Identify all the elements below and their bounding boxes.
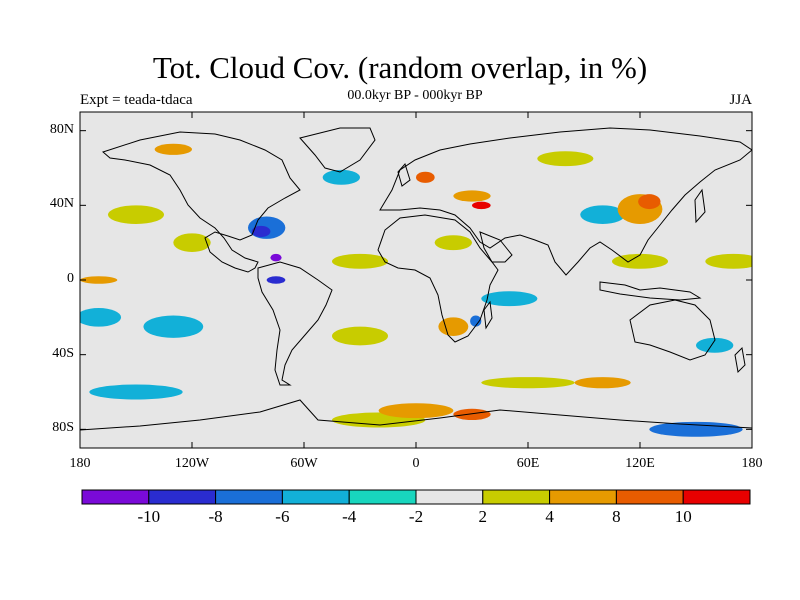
colorbar-swatch bbox=[615, 489, 684, 505]
lat-tick-label: 80S bbox=[52, 420, 74, 436]
anomaly-patch-2 bbox=[89, 384, 183, 400]
coastlines bbox=[80, 127, 752, 431]
lat-tick-label: 80N bbox=[49, 121, 74, 137]
axis-ticks bbox=[79, 112, 753, 448]
colorbar-swatch bbox=[415, 489, 484, 505]
anomaly-patch-1 bbox=[143, 315, 204, 338]
anomaly-patch-20 bbox=[705, 253, 752, 269]
plot-subtitle: 00.0kyr BP - 000kyr BP bbox=[347, 88, 483, 103]
anomaly-patch-23 bbox=[80, 276, 118, 284]
season-label: JJA bbox=[729, 92, 752, 108]
anomaly-patch-24 bbox=[453, 190, 491, 202]
anomaly-patch-6 bbox=[266, 276, 286, 284]
experiment-label: Expt = teada-tdaca bbox=[80, 92, 193, 108]
anomaly-patch-31 bbox=[453, 408, 491, 420]
lon-tick-label: 120W bbox=[174, 456, 210, 471]
colorbar-swatch bbox=[482, 489, 551, 505]
colorbar-level-label: 10 bbox=[674, 507, 692, 526]
colorbar-level-label: -8 bbox=[208, 507, 223, 526]
lat-tick-label: 40N bbox=[49, 196, 74, 212]
colorbar-swatch bbox=[281, 489, 350, 505]
colorbar-level-label: 4 bbox=[545, 507, 554, 526]
anomaly-patch-18 bbox=[537, 151, 594, 167]
anomaly-patch-0 bbox=[80, 308, 122, 327]
colorbar-swatch bbox=[81, 489, 150, 505]
lon-tick-label: 180 bbox=[69, 456, 91, 471]
anomaly-patch-32 bbox=[574, 377, 631, 389]
anomaly-patch-12 bbox=[580, 205, 626, 225]
anomaly-patch-11 bbox=[696, 337, 734, 353]
lat-tick-label: 0 bbox=[67, 271, 74, 286]
anomaly-field bbox=[80, 143, 752, 437]
anomaly-patch-8 bbox=[481, 291, 538, 307]
anomaly-patch-16 bbox=[332, 326, 388, 346]
colorbar-level-label: -6 bbox=[275, 507, 290, 526]
anomaly-patch-13 bbox=[108, 205, 164, 225]
lat-tick-label: 40S bbox=[52, 345, 74, 361]
anomaly-patch-4 bbox=[251, 225, 271, 238]
plot-title: Tot. Cloud Cov. (random overlap, in %) bbox=[152, 50, 648, 85]
anomaly-patch-21 bbox=[481, 377, 575, 389]
colorbar-level-label: -2 bbox=[408, 507, 424, 526]
anomaly-patch-9 bbox=[470, 315, 482, 327]
lon-tick-label: 120E bbox=[625, 456, 655, 471]
anomaly-patch-15 bbox=[332, 253, 388, 269]
anomaly-patch-29 bbox=[438, 317, 469, 336]
colorbar-level-label: 2 bbox=[478, 507, 488, 526]
anomaly-patch-14 bbox=[173, 233, 211, 253]
lon-tick-label: 60E bbox=[516, 456, 540, 471]
anomaly-patch-10 bbox=[649, 421, 743, 437]
anomaly-patch-5 bbox=[270, 253, 282, 262]
colorbar-swatch bbox=[215, 489, 283, 505]
colorbar-level-label: -10 bbox=[137, 507, 161, 526]
colorbar-swatch bbox=[348, 489, 417, 505]
anomaly-patch-26 bbox=[638, 194, 661, 210]
anomaly-patch-30 bbox=[378, 403, 454, 419]
colorbar-level-label: 8 bbox=[612, 507, 621, 526]
anomaly-patch-7 bbox=[322, 169, 361, 185]
lon-tick-label: 0 bbox=[412, 456, 420, 471]
colorbar-level-label: -4 bbox=[342, 507, 357, 526]
anomaly-patch-27 bbox=[472, 201, 491, 210]
lon-tick-label: 60W bbox=[290, 456, 318, 471]
anomaly-patch-28 bbox=[416, 171, 435, 183]
colorbar bbox=[81, 489, 751, 505]
anomaly-patch-33 bbox=[154, 143, 192, 155]
colorbar-swatch bbox=[148, 489, 217, 505]
colorbar-swatch bbox=[549, 489, 617, 505]
map-background bbox=[80, 112, 752, 448]
anomaly-patch-17 bbox=[434, 235, 473, 251]
anomaly-patch-19 bbox=[612, 253, 668, 269]
lon-tick-label: 180 bbox=[741, 456, 763, 471]
colorbar-swatch bbox=[682, 489, 751, 505]
